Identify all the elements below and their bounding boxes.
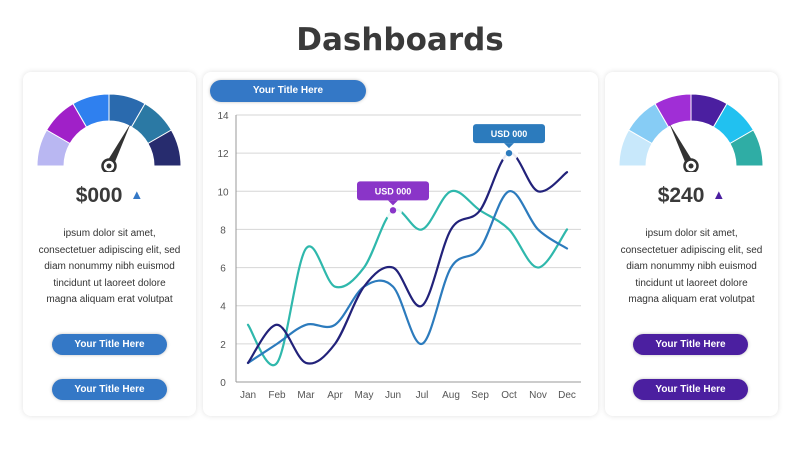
annotation-point — [505, 149, 513, 157]
description-line: ipsum dolor sit amet, — [63, 228, 156, 239]
page-title: Dashboards — [296, 22, 504, 58]
gauge-segment — [729, 129, 764, 167]
x-tick-label: Jan — [240, 390, 256, 401]
description-line: ipsum dolor sit amet, — [645, 228, 738, 239]
x-tick-label: Aug — [442, 390, 460, 401]
right-kpi-value-row: $240 ▲ — [605, 184, 778, 208]
y-tick-label: 0 — [220, 378, 226, 389]
x-tick-label: Feb — [268, 390, 286, 401]
annotation-pointer — [504, 143, 514, 149]
description-line: tincidunt ut laoreet dolore — [635, 277, 748, 289]
right-title-button-2[interactable]: Your Title Here — [633, 379, 748, 400]
left-title-button-1[interactable]: Your Title Here — [52, 334, 167, 355]
annotation-callout — [357, 181, 429, 201]
y-tick-label: 4 — [220, 302, 226, 313]
up-arrow-icon: ▲ — [712, 186, 726, 202]
x-tick-label: Mar — [297, 390, 315, 401]
annotation-pointer — [388, 200, 398, 206]
gauge-hub-center — [688, 163, 694, 169]
annotation-label: USD 000 — [375, 186, 412, 196]
x-tick-label: Nov — [529, 390, 547, 401]
description-line: diam nonummy nibh euismod — [626, 261, 757, 272]
annotation-label: USD 000 — [491, 129, 528, 139]
left-description: ipsum dolor sit amet, consectetuer adipi… — [29, 226, 190, 309]
line-chart-card: 0 2 4 6 8 10 12 14 Jan Feb Mar Apr May Jun Jul Aug Sep Oc… — [203, 72, 598, 416]
series-line-2 — [246, 190, 569, 365]
left-title-button-2[interactable]: Your Title Here — [52, 379, 167, 400]
annotation-point — [389, 207, 397, 214]
series-line-1 — [246, 189, 569, 367]
up-arrow-icon: ▲ — [130, 186, 144, 202]
x-tick-label: Sep — [471, 390, 489, 401]
gauge-needle — [669, 123, 695, 168]
left-kpi-card: $000 ▲ ipsum dolor sit amet, consectetuer… — [23, 72, 196, 416]
right-kpi-value: $240 — [657, 184, 705, 207]
gauge-segment — [147, 129, 182, 167]
x-tick-label: Oct — [501, 390, 517, 401]
description-line: consectetuer adipiscing elit, sed — [38, 244, 181, 256]
x-tick-label: Dec — [558, 390, 576, 401]
x-tick-label: Jun — [385, 390, 401, 401]
left-kpi-value-row: $000 ▲ — [23, 184, 196, 208]
gauge-needle — [105, 123, 131, 168]
right-kpi-card: $240 ▲ ipsum dolor sit amet, consectetuer… — [605, 72, 778, 416]
description-line: magna aliquam erat volutpat — [628, 294, 755, 305]
left-gauge — [37, 93, 182, 172]
y-tick-label: 12 — [217, 149, 229, 160]
right-gauge — [619, 93, 764, 172]
y-tick-label: 10 — [217, 187, 229, 198]
y-tick-label: 14 — [217, 111, 229, 122]
line-chart: 0 2 4 6 8 10 12 14 Jan Feb Mar Apr May Jun Jul Aug Sep Oc… — [217, 111, 581, 401]
x-tick-label: Jul — [416, 390, 429, 401]
gauge-hub-center — [106, 163, 112, 169]
right-description: ipsum dolor sit amet, consectetuer adipi… — [611, 226, 772, 309]
y-tick-label: 6 — [220, 264, 226, 275]
y-tick-label: 2 — [220, 340, 226, 351]
description-line: diam nonummy nibh euismod — [44, 261, 175, 272]
annotation-callout — [473, 124, 545, 144]
left-kpi-value: $000 — [75, 184, 123, 207]
right-title-button-1[interactable]: Your Title Here — [633, 334, 748, 355]
chart-title-button[interactable]: Your Title Here — [210, 80, 366, 102]
x-tick-label: Apr — [327, 390, 343, 401]
x-tick-label: May — [355, 390, 374, 401]
y-tick-label: 8 — [220, 225, 226, 236]
description-line: consectetuer adipiscing elit, sed — [620, 244, 763, 256]
description-line: tincidunt ut laoreet dolore — [53, 277, 166, 289]
description-line: magna aliquam erat volutpat — [46, 294, 173, 305]
